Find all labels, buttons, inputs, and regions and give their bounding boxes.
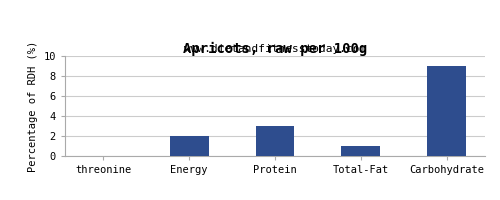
Bar [428,66,466,156]
Y-axis label: Percentage of RDH (%): Percentage of RDH (%) [28,40,38,172]
Bar [256,126,294,156]
Title: Apricots, raw per 100g: Apricots, raw per 100g [183,42,367,56]
Bar [170,136,208,156]
Text: www.dietandfitnesstoday.com: www.dietandfitnesstoday.com [184,44,366,54]
Bar [342,146,380,156]
